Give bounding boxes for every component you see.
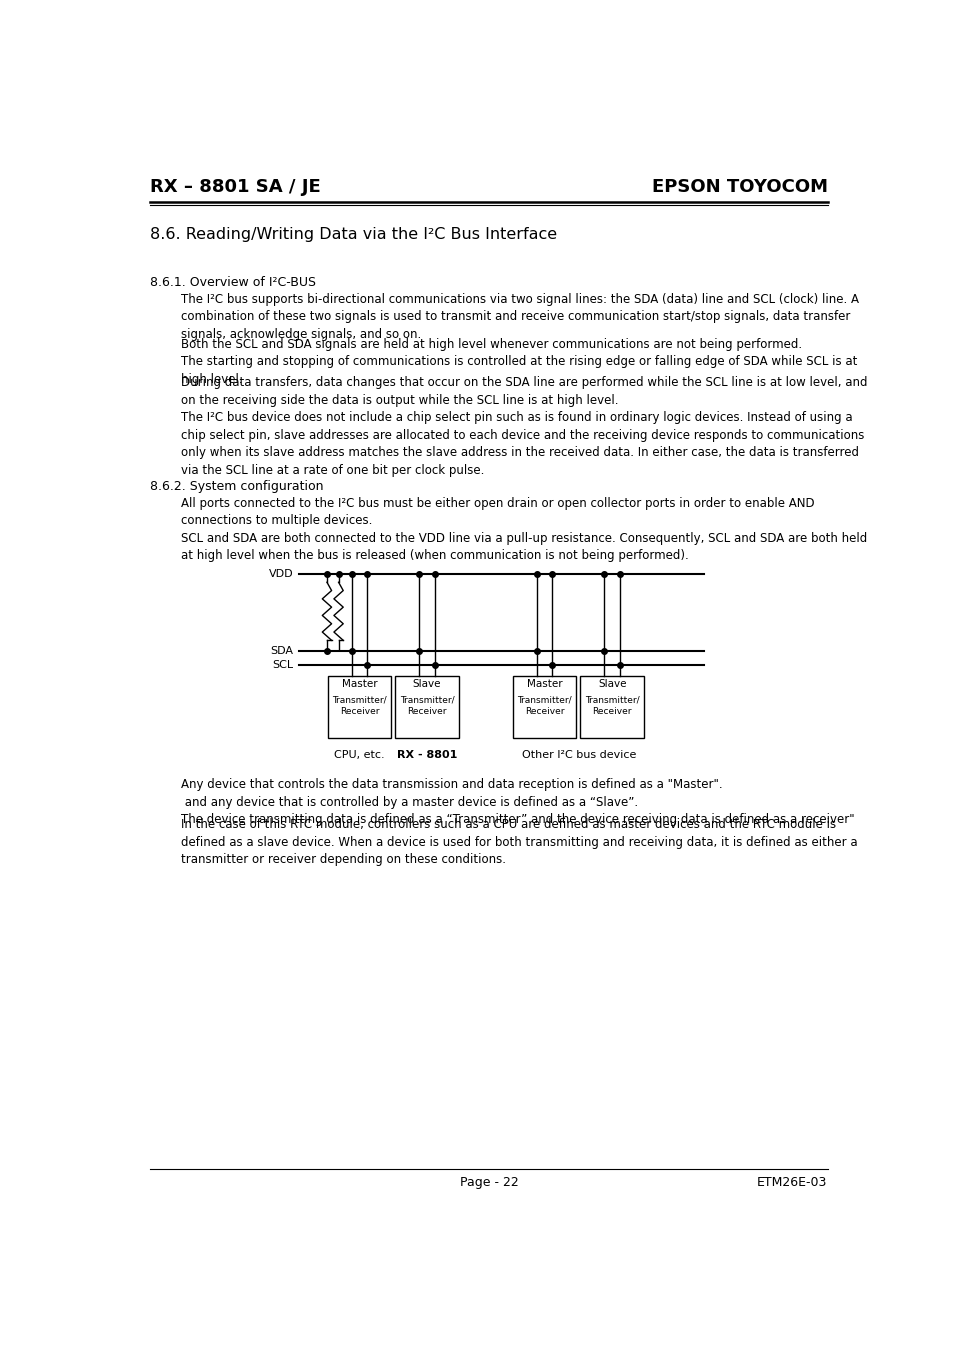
Text: SDA: SDA	[271, 645, 294, 656]
Text: 8.6.2. System configuration: 8.6.2. System configuration	[150, 481, 323, 493]
Text: In the case of this RTC module, controllers such as a CPU are defined as master : In the case of this RTC module, controll…	[181, 818, 857, 867]
Text: VDD: VDD	[269, 568, 294, 579]
Text: Slave: Slave	[598, 679, 626, 690]
Text: 8.6. Reading/Writing Data via the I²C Bus Interface: 8.6. Reading/Writing Data via the I²C Bu…	[150, 227, 557, 243]
Text: Master: Master	[526, 679, 562, 690]
Text: Transmitter/
Receiver: Transmitter/ Receiver	[584, 695, 639, 716]
Text: The I²C bus supports bi-directional communications via two signal lines: the SDA: The I²C bus supports bi-directional comm…	[181, 293, 859, 342]
Bar	[513, 676, 576, 738]
Text: Transmitter/
Receiver: Transmitter/ Receiver	[399, 695, 454, 716]
Text: Other I²C bus device: Other I²C bus device	[521, 751, 636, 760]
Text: Transmitter/
Receiver: Transmitter/ Receiver	[517, 695, 572, 716]
Text: ETM26E-03: ETM26E-03	[757, 1176, 827, 1189]
Bar	[328, 676, 391, 738]
Bar	[579, 676, 643, 738]
Text: Master: Master	[341, 679, 377, 690]
Text: Page - 22: Page - 22	[459, 1176, 517, 1189]
Text: During data transfers, data changes that occur on the SDA line are performed whi: During data transfers, data changes that…	[181, 377, 867, 477]
Text: All ports connected to the I²C bus must be either open drain or open collector p: All ports connected to the I²C bus must …	[181, 497, 866, 563]
Text: RX - 8801: RX - 8801	[396, 751, 456, 760]
Text: SCL: SCL	[273, 660, 294, 670]
Bar	[395, 676, 458, 738]
Text: Slave: Slave	[413, 679, 440, 690]
Text: RX – 8801 SA / JE: RX – 8801 SA / JE	[150, 178, 320, 196]
Text: Transmitter/
Receiver: Transmitter/ Receiver	[332, 695, 386, 716]
Text: Both the SCL and SDA signals are held at high level whenever communications are : Both the SCL and SDA signals are held at…	[181, 338, 857, 386]
Text: Any device that controls the data transmission and data reception is defined as : Any device that controls the data transm…	[181, 778, 854, 826]
Text: 8.6.1. Overview of I²C-BUS: 8.6.1. Overview of I²C-BUS	[150, 275, 315, 289]
Text: CPU, etc.: CPU, etc.	[334, 751, 384, 760]
Text: EPSON TOYOCOM: EPSON TOYOCOM	[651, 178, 827, 196]
